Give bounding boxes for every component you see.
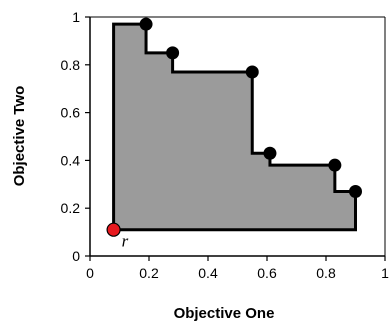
dominated-region bbox=[114, 24, 356, 230]
x-axis-title: Objective One bbox=[174, 305, 275, 322]
y-tick-label-1: 0.2 bbox=[61, 200, 81, 216]
x-axis: 0 0.2 0.4 0.6 0.8 1 bbox=[86, 256, 389, 281]
y-tick-label-5: 1 bbox=[72, 9, 80, 25]
y-axis-title: Objective Two bbox=[11, 86, 28, 187]
pareto-point-1 bbox=[140, 18, 153, 31]
pareto-point-2 bbox=[166, 46, 179, 59]
x-tick-label-2: 0.4 bbox=[198, 265, 218, 281]
x-tick-label-5: 1 bbox=[381, 265, 389, 281]
y-tick-label-2: 0.4 bbox=[61, 152, 81, 168]
reference-point-label: r bbox=[122, 232, 129, 251]
y-tick-label-3: 0.6 bbox=[61, 105, 81, 121]
pareto-point-6 bbox=[349, 185, 362, 198]
reference-point-marker bbox=[107, 223, 120, 236]
y-tick-label-0: 0 bbox=[72, 248, 80, 264]
pareto-point-4 bbox=[263, 147, 276, 160]
pareto-point-3 bbox=[246, 65, 259, 78]
y-axis: 0 0.2 0.4 0.6 0.8 1 bbox=[61, 9, 90, 264]
x-tick-label-1: 0.2 bbox=[139, 265, 159, 281]
x-tick-label-3: 0.6 bbox=[257, 265, 277, 281]
x-tick-label-4: 0.8 bbox=[316, 265, 336, 281]
dominated-region-area bbox=[114, 24, 356, 230]
x-tick-label-0: 0 bbox=[86, 265, 94, 281]
y-tick-label-4: 0.8 bbox=[61, 57, 81, 73]
pareto-point-5 bbox=[328, 159, 341, 172]
